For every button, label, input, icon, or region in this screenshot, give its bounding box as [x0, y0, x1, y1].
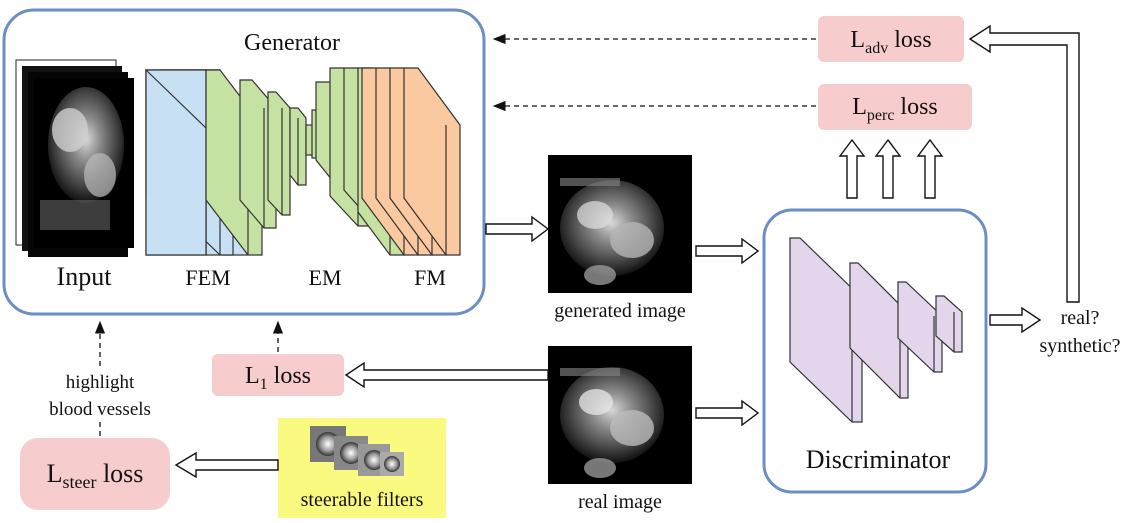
generated-image-label: generated image	[554, 300, 686, 322]
arrow-disc-up-3	[916, 138, 944, 199]
arrow-discriminator-to-output	[989, 306, 1042, 334]
em-label: EM	[309, 265, 342, 290]
svg-text:Lperc loss: Lperc loss	[852, 94, 938, 124]
fem-label: FEM	[185, 265, 230, 290]
real-image	[548, 346, 692, 484]
discriminator-box: Discriminator	[762, 208, 988, 494]
arrow-real-to-l1	[344, 361, 549, 389]
fm-label: FM	[414, 265, 446, 290]
input-image-stack	[15, 59, 134, 257]
output-synthetic-text: synthetic?	[1039, 335, 1120, 357]
steerable-filters-label: steerable filters	[301, 489, 424, 511]
real-image-label: real image	[578, 491, 662, 513]
arrow-disc-up-1	[838, 138, 866, 199]
generated-image	[548, 155, 692, 293]
svg-text:L1 loss: L1 loss	[245, 363, 311, 393]
perc-loss-box: Lperc loss	[818, 84, 972, 130]
steer-loss-box: Lsteer loss	[20, 438, 170, 510]
arrow-filters-to-steer	[174, 451, 279, 479]
highlight-text-line2: blood vessels	[49, 399, 151, 420]
generator-box: Generator Input	[2, 8, 486, 316]
arrow-output-to-adv-loss	[968, 24, 1080, 303]
adv-loss-box: Ladv loss	[818, 16, 964, 62]
svg-text:Lsteer loss: Lsteer loss	[47, 459, 144, 492]
output-real-text: real?	[1061, 307, 1100, 329]
l1-loss-box: L1 loss	[212, 354, 344, 396]
fm-blocks	[361, 67, 461, 256]
discriminator-title: Discriminator	[806, 445, 951, 474]
generator-title: Generator	[244, 30, 340, 56]
highlight-text-line1: highlight	[66, 372, 135, 393]
input-label: Input	[57, 262, 113, 291]
svg-text:Ladv loss: Ladv loss	[850, 27, 931, 57]
arrow-generator-to-generated	[485, 215, 550, 243]
steerable-filters-box: steerable filters	[278, 418, 446, 518]
arrow-disc-up-2	[874, 138, 902, 199]
arrow-generated-to-discriminator	[695, 237, 760, 265]
arrow-real-to-discriminator	[695, 399, 760, 427]
